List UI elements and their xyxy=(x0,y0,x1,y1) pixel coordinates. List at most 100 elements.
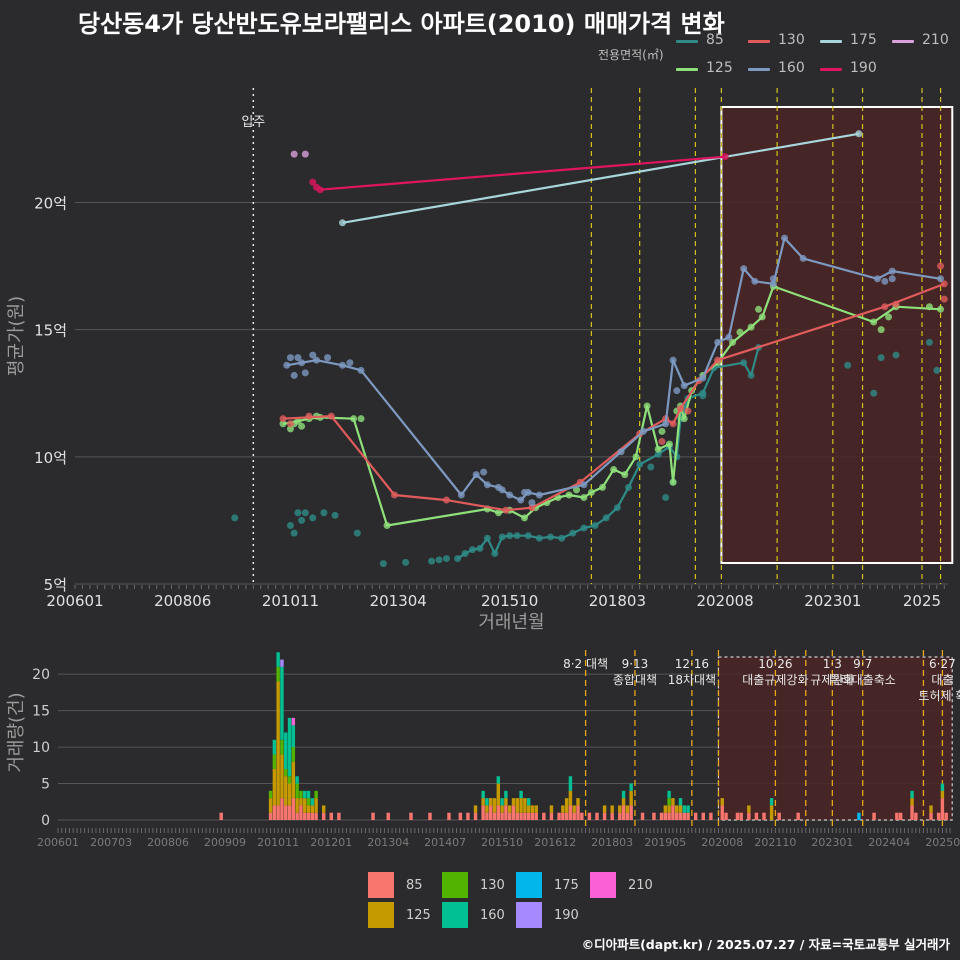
price-point-160 xyxy=(799,254,807,262)
volume-bar-85 xyxy=(595,812,599,820)
price-point-85 xyxy=(513,532,521,540)
volume-x-tick-label: 201612 xyxy=(534,836,576,849)
volume-bar-210 xyxy=(291,717,296,726)
price-point-85 xyxy=(435,556,443,564)
price-point-85 xyxy=(602,514,610,522)
volume-annotation: 규제완화 xyxy=(810,673,854,687)
price-point-160 xyxy=(286,354,294,362)
volume-bar-85 xyxy=(219,812,223,820)
volume-bar-85 xyxy=(500,812,504,820)
price-point-130 xyxy=(528,504,536,512)
price-point-160 xyxy=(725,333,733,341)
volume-annotation: 8·2 대책 xyxy=(563,656,608,671)
volume-annotation: 특례대출축소 xyxy=(830,673,896,687)
volume-bar-85 xyxy=(618,812,622,820)
volume-bar-85 xyxy=(739,812,743,820)
volume-bar-130 xyxy=(291,747,296,762)
volume-bar-125 xyxy=(602,805,607,813)
volume-bar-125 xyxy=(507,805,512,813)
volume-bar-85 xyxy=(701,812,705,820)
price-point-160 xyxy=(888,267,896,275)
volume-y-tick-label: 0 xyxy=(41,813,50,829)
volume-x-tick-label: 201201 xyxy=(310,836,352,849)
volume-bar-160 xyxy=(686,805,690,813)
volume-bar-125 xyxy=(473,805,478,813)
volume-bar-130 xyxy=(268,790,273,799)
volume-bar-125 xyxy=(629,790,633,806)
price-point-125 xyxy=(357,415,365,423)
price-point-85 xyxy=(298,516,306,524)
price-point-125 xyxy=(494,509,502,517)
volume-bar-85 xyxy=(663,812,668,820)
price-point-125 xyxy=(755,305,763,313)
legend-label: 125 xyxy=(706,60,733,76)
volume-bar-125 xyxy=(526,805,531,813)
legend-label: 210 xyxy=(628,878,653,893)
price-y-tick-label: 15억 xyxy=(34,322,67,340)
volume-bar-85 xyxy=(621,805,626,820)
volume-bar-85 xyxy=(686,812,690,820)
price-point-160 xyxy=(580,481,588,489)
volume-bar-190 xyxy=(280,659,284,667)
volume-bar-85 xyxy=(458,812,463,820)
volume-bar-85 xyxy=(678,812,683,820)
volume-x-tick-label: 202301 xyxy=(811,836,853,849)
price-point-160 xyxy=(283,361,291,369)
price-point-160 xyxy=(294,354,302,362)
price-point-85 xyxy=(636,460,644,468)
price-point-125 xyxy=(350,415,358,423)
volume-bar-130 xyxy=(295,783,299,799)
price-point-85 xyxy=(476,544,484,552)
volume-bar-85 xyxy=(542,812,546,820)
volume-bar-85 xyxy=(280,798,284,820)
price-point-125 xyxy=(870,318,878,326)
volume-bar-85 xyxy=(306,812,311,820)
volume-bar-85 xyxy=(940,798,945,820)
price-point-125 xyxy=(729,338,737,346)
volume-bar-85 xyxy=(295,812,299,820)
volume-bar-85 xyxy=(268,812,273,820)
legend-label: 130 xyxy=(778,32,805,48)
volume-bar-85 xyxy=(914,812,918,820)
volume-bar-85 xyxy=(625,812,630,820)
price-point-85 xyxy=(569,529,577,537)
legend-label: 175 xyxy=(850,32,877,48)
price-x-tick-label: 201304 xyxy=(370,592,427,610)
volume-bar-160 xyxy=(485,798,489,806)
volume-bar-160 xyxy=(295,776,299,784)
price-point-85 xyxy=(320,509,328,517)
price-point-160 xyxy=(457,491,465,499)
price-point-130 xyxy=(677,404,685,412)
price-point-160 xyxy=(301,369,309,377)
volume-x-tick-label: 200909 xyxy=(204,836,246,849)
volume-bar-125 xyxy=(314,798,318,813)
volume-bar-85 xyxy=(549,812,554,820)
volume-bar-85 xyxy=(602,812,607,820)
legend-swatch xyxy=(820,68,842,71)
volume-bar-85 xyxy=(564,812,569,820)
volume-annotation: 1·3 xyxy=(823,657,842,671)
volume-bar-85 xyxy=(287,805,292,820)
price-y-axis-title: 평균가(원) xyxy=(6,296,27,376)
price-point-85 xyxy=(402,558,410,566)
volume-bar-85 xyxy=(682,812,687,820)
volume-bar-125 xyxy=(485,805,489,813)
price-point-160 xyxy=(290,371,298,379)
price-point-125 xyxy=(279,420,287,428)
price-point-160 xyxy=(617,448,625,456)
volume-bar-85 xyxy=(272,805,277,820)
volume-bar-125 xyxy=(671,798,675,806)
price-point-160 xyxy=(769,275,777,283)
price-point-160 xyxy=(673,387,681,395)
price-x-tick-label: 201510 xyxy=(481,592,538,610)
volume-bar-85 xyxy=(936,812,941,820)
price-point-160 xyxy=(357,366,365,374)
volume-bar-130 xyxy=(276,666,280,682)
volume-bar-85 xyxy=(473,812,478,820)
legend-swatch xyxy=(748,40,770,43)
volume-bar-160 xyxy=(629,783,633,791)
volume-bar-85 xyxy=(762,812,766,820)
volume-annotation: 12·16 xyxy=(675,657,709,671)
volume-bar-85 xyxy=(557,812,561,820)
price-point-160 xyxy=(639,427,647,435)
